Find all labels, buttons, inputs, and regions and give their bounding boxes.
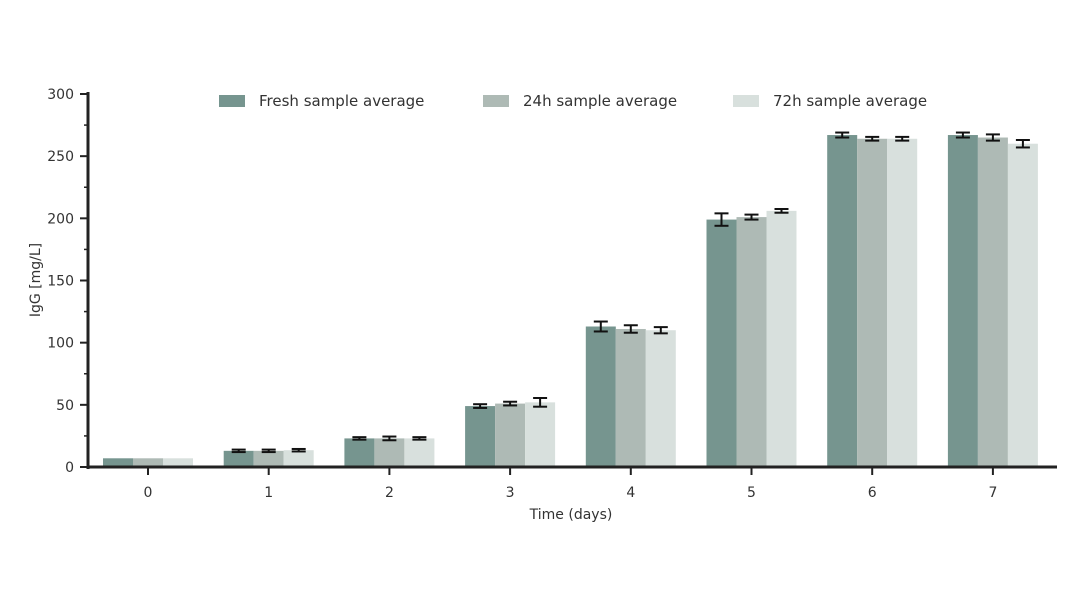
y-tick-label: 100 — [47, 336, 74, 352]
bar-fresh-day-7 — [947, 135, 978, 467]
y-tick-label: 200 — [47, 211, 74, 227]
x-tick-label: 4 — [626, 485, 635, 501]
x-tick-label: 7 — [988, 485, 997, 501]
bar-72h-day-7 — [1007, 143, 1038, 467]
x-tick-label: 5 — [747, 485, 756, 501]
bar-24h-day-1 — [253, 450, 284, 467]
legend-swatch-72h — [733, 95, 759, 107]
legend-label-24h: 24h sample average — [523, 92, 677, 110]
bar-72h-day-5 — [766, 210, 797, 467]
x-tick-label: 6 — [868, 485, 877, 501]
y-tick-label: 0 — [65, 460, 74, 476]
x-tick-label: 3 — [506, 485, 515, 501]
y-tick-label: 150 — [47, 274, 74, 290]
bar-fresh-day-0 — [103, 458, 133, 467]
bar-72h-day-3 — [525, 402, 556, 467]
x-tick-label: 0 — [144, 485, 153, 501]
bar-72h-day-6 — [887, 138, 918, 467]
bar-fresh-day-2 — [344, 438, 375, 467]
y-tick-label: 300 — [47, 87, 74, 103]
x-tick-label: 1 — [264, 485, 273, 501]
legend-swatch-fresh — [219, 95, 245, 107]
x-tick-label: 2 — [385, 485, 394, 501]
bar-72h-day-0 — [163, 458, 193, 467]
bar-24h-day-5 — [736, 217, 767, 467]
legend: Fresh sample average 24h sample average … — [219, 92, 927, 110]
bar-fresh-day-4 — [585, 326, 616, 467]
bar-24h-day-0 — [133, 458, 163, 467]
legend-label-72h: 72h sample average — [773, 92, 927, 110]
legend-label-fresh: Fresh sample average — [259, 92, 424, 110]
y-tick-label: 250 — [47, 149, 74, 165]
bar-72h-day-2 — [404, 438, 435, 467]
bar-24h-day-4 — [615, 328, 646, 467]
bar-24h-day-6 — [857, 138, 888, 467]
plot-area: 0 50 100 150 200 250 300 0 1 2 3 4 5 6 7 — [47, 87, 1038, 501]
bar-24h-day-2 — [374, 438, 405, 467]
bar-fresh-day-6 — [827, 135, 858, 467]
bar-24h-day-3 — [495, 403, 526, 467]
x-axis-title: Time (days) — [529, 507, 613, 523]
bar-fresh-day-1 — [223, 450, 254, 467]
y-axis-title: IgG [mg/L] — [28, 243, 44, 317]
bar-fresh-day-3 — [465, 406, 496, 467]
bar-72h-day-1 — [283, 450, 314, 467]
legend-swatch-24h — [483, 95, 509, 107]
bar-72h-day-4 — [645, 330, 676, 467]
bar-24h-day-7 — [977, 137, 1008, 467]
y-tick-label: 50 — [56, 398, 74, 414]
axes — [86, 92, 1057, 469]
bar-fresh-day-5 — [706, 219, 737, 467]
